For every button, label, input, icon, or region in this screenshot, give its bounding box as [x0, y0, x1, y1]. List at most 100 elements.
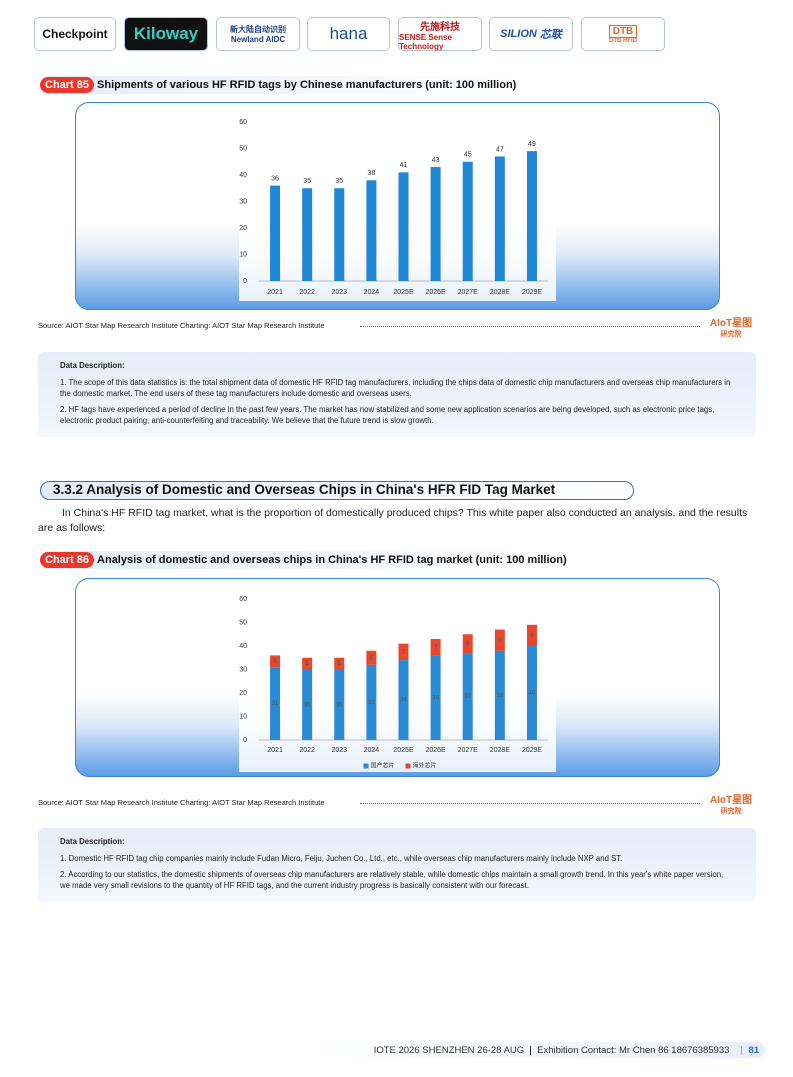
- logo: SILION 芯联: [489, 17, 573, 51]
- data-label: 34: [400, 698, 407, 704]
- logo: 先施科技 SENSE Sense Technology: [398, 17, 482, 51]
- logo-text: DTB: [608, 24, 638, 38]
- footer-event: IOTE 2026 SHENZHEN 26-28 AUG: [373, 1044, 525, 1056]
- x-tick-label: 2021: [267, 747, 283, 754]
- bar-segment: [366, 664, 377, 740]
- description-item: 2. HF tags have experienced a period of …: [60, 405, 715, 425]
- chart-caption: Chart 86 Analysis of domestic and oversea…: [40, 551, 577, 569]
- chart-badge: Chart 85: [40, 77, 95, 93]
- bar-segment: [334, 657, 345, 670]
- data-label: 38: [496, 693, 503, 699]
- source-note: Source: AIOT Star Map Research Institute…: [38, 321, 325, 330]
- x-tick-label: 2025E: [393, 289, 414, 296]
- legend-swatch: [405, 763, 411, 769]
- logo-text: Checkpoint: [42, 27, 108, 41]
- y-tick-label: 60: [239, 119, 247, 126]
- bar-segment: [430, 638, 441, 656]
- x-tick-label: 2027E: [458, 289, 479, 296]
- logo-text: AIoT星图: [709, 318, 753, 329]
- logo: Kiloway: [124, 17, 208, 51]
- footer-contact: Exhibition Contact: Mr Chen 86 186763859…: [537, 1044, 730, 1056]
- y-tick-label: 30: [239, 198, 247, 205]
- chart-badge: Chart 86: [40, 552, 95, 568]
- y-tick-label: 10: [239, 251, 247, 258]
- bar: [462, 161, 473, 281]
- bar-segment: [526, 646, 537, 740]
- data-label: 32: [368, 700, 375, 706]
- data-label: 7: [434, 645, 438, 651]
- logo-text: DTB RFID: [609, 37, 637, 44]
- bar: [526, 151, 537, 281]
- x-tick-label: 2023: [331, 747, 347, 754]
- data-label: 6: [370, 655, 374, 661]
- data-label: 36: [432, 695, 439, 701]
- data-label: 37: [464, 694, 471, 700]
- divider: [360, 803, 700, 804]
- bar: [494, 156, 505, 281]
- data-label: 43: [432, 157, 440, 164]
- logo: hana: [307, 17, 390, 51]
- logo-text: Kiloway: [133, 24, 199, 43]
- bar: [334, 188, 345, 281]
- logo-text: SILION: [500, 28, 537, 40]
- intro-paragraph: In China's HF RFID tag market, what is t…: [38, 507, 748, 534]
- chart: 0 10 20 30 40 50 60 31 5 30 5 30 5 32 6 34 7 36 7 37 8 38 9 40 9…: [239, 596, 548, 770]
- bar-segment: [366, 650, 377, 665]
- x-tick-label: 2029E: [522, 289, 543, 296]
- logo-text: 新大陆自动识别: [230, 25, 286, 34]
- logo: 新大陆自动识别 Newland AIDC: [216, 17, 300, 51]
- data-label: 30: [304, 702, 311, 708]
- data-label: 35: [335, 178, 343, 185]
- x-tick-label: 2027E: [458, 747, 479, 754]
- y-tick-label: 40: [239, 643, 247, 650]
- aiot-logo: AIoT星图研究院: [705, 318, 757, 340]
- y-tick-label: 20: [239, 690, 247, 697]
- legend-label: 海外芯片: [413, 762, 437, 770]
- logo-text: hana: [329, 24, 368, 43]
- bar-segment: [462, 653, 473, 740]
- chart-title: Analysis of domestic and overseas chips …: [97, 554, 567, 566]
- legend-swatch: [363, 763, 369, 769]
- bar: [398, 172, 409, 281]
- x-tick-label: 2026E: [425, 747, 446, 754]
- bar-segment: [270, 655, 281, 668]
- data-label: 45: [464, 152, 472, 159]
- logo-text: 研究院: [720, 331, 742, 338]
- data-label: 40: [529, 691, 536, 697]
- x-tick-label: 2024: [364, 747, 380, 754]
- x-tick-label: 2025E: [393, 747, 414, 754]
- logo: Checkpoint: [34, 17, 116, 51]
- chart-caption: Chart 85 Shipments of various HF RFID tag…: [40, 76, 527, 94]
- logo-text: 先施科技: [420, 21, 460, 33]
- section-heading: 3.3.2 Analysis of Domestic and Overseas …: [40, 481, 634, 500]
- data-description: Data Description: 1. Domestic HF RFID ta…: [38, 828, 756, 902]
- data-label: 49: [528, 141, 536, 148]
- logo-text: Sense Technology: [399, 32, 452, 51]
- logo-text: 芯联: [539, 29, 562, 41]
- data-label: 5: [338, 661, 342, 667]
- bar-segment: [302, 669, 313, 740]
- x-tick-label: 2024: [364, 289, 380, 296]
- bar-segment: [302, 657, 313, 670]
- data-label: 38: [367, 170, 375, 177]
- bar: [302, 188, 313, 281]
- data-label: 9: [530, 633, 534, 639]
- data-label: 5: [305, 661, 309, 667]
- x-tick-label: 2023: [331, 289, 347, 296]
- data-label: 36: [271, 175, 279, 182]
- data-label: 30: [336, 702, 343, 708]
- x-tick-label: 2022: [299, 747, 315, 754]
- description-item: 1. Domestic HF RFID tag chip companies m…: [60, 854, 623, 863]
- bar-segment: [526, 624, 537, 646]
- aiot-logo: AIoT星图 研究院: [705, 795, 757, 817]
- separator: [741, 1045, 743, 1055]
- bar-segment: [430, 655, 441, 740]
- y-tick-label: 60: [239, 596, 247, 603]
- y-tick-label: 10: [239, 713, 247, 720]
- chart-title: Shipments of various HF RFID tags by Chi…: [97, 79, 517, 91]
- data-description: Data Description: 1. The scope of this d…: [38, 352, 756, 437]
- bar-segment: [398, 643, 409, 661]
- x-tick-label: 2026E: [425, 289, 446, 296]
- description-item: 2. According to our statistics, the dome…: [60, 870, 724, 890]
